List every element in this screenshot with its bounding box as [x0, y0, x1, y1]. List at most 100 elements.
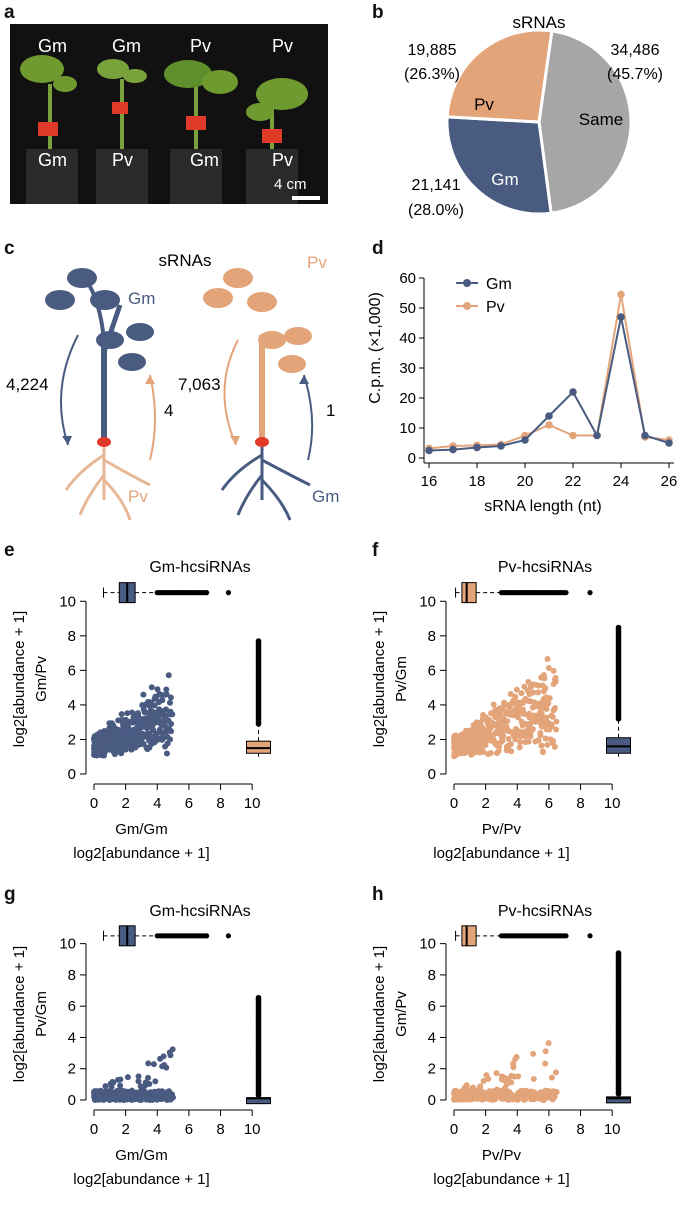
leaf [90, 290, 120, 310]
leaf [284, 327, 312, 345]
scatter-point [469, 729, 476, 736]
scatter-point [158, 1096, 165, 1103]
data-point-pv [617, 290, 625, 299]
y-tick-label: 4 [428, 697, 436, 714]
y-label-group: Gm/Pv [393, 991, 410, 1037]
scatter-point [134, 710, 141, 717]
legend-pv-marker [463, 302, 471, 310]
scatter-point [530, 1075, 537, 1082]
scale-bar-label: 4 cm [274, 176, 307, 193]
y-tick-label: 2 [68, 1061, 76, 1078]
scatter-point [501, 699, 508, 706]
x-label-units: log2[abundance + 1] [433, 1171, 569, 1188]
right-root-label: Gm [312, 487, 339, 506]
scatter-point [545, 700, 552, 707]
box-right-body [606, 1096, 632, 1104]
scatter-point [169, 1046, 176, 1053]
graft-diagram-c: sRNAs Gm Pv 4,224 4 Pv Gm 7, [6, 251, 339, 521]
pie-slice-label-same: Same [579, 110, 623, 129]
graft-clip [262, 129, 282, 143]
scatter-point [466, 1087, 473, 1094]
scatter-point [139, 702, 146, 709]
scatter-point [543, 705, 550, 712]
y-tick-label: 6 [428, 998, 436, 1015]
scatter-point [117, 1082, 124, 1089]
box-top-outlier [587, 933, 593, 939]
scatter-point [163, 750, 170, 757]
scatter-point [480, 714, 487, 721]
scatter-point [165, 717, 172, 724]
scatter-point [460, 731, 467, 738]
scatter-point [508, 748, 515, 755]
leaf [246, 103, 274, 121]
scatter-point [112, 726, 119, 733]
scatter-plot-area: 0 2 4 6 8 10 0 2 4 6 8 10 Pv/Pv log2[abundance + 1] lo… [371, 925, 632, 1188]
scatter-point [525, 678, 532, 685]
photo-illustration: Gm Gm Pv Pv Gm Pv Gm Pv 4 cm [10, 24, 328, 204]
x-tick-label: 0 [90, 795, 98, 812]
y-tick-label: 6 [68, 998, 76, 1015]
scatter-chart-h: 0 2 4 6 8 10 0 2 4 6 8 10 Pv/Pv log2[abundance + 1] lo… [371, 903, 632, 1188]
scatter-point [116, 734, 123, 741]
scatter-point [143, 1096, 150, 1103]
scatter-point [124, 1092, 131, 1099]
scatter-point [143, 725, 150, 732]
scatter-point [503, 743, 510, 750]
y-tick-label: 20 [399, 390, 416, 407]
right-graft-plant [203, 268, 314, 521]
data-point-gm [569, 388, 577, 396]
scatter-chart-e: 0 2 4 6 8 10 0 2 4 6 8 10 Gm/Gm log2[abundance + 1] lo… [11, 559, 272, 862]
scatter-point [510, 732, 517, 739]
line-chart-ylabel: C.p.m. (×1,000) [367, 292, 384, 404]
right-shoot-label: Pv [307, 253, 327, 272]
scatter-point [551, 743, 558, 750]
scatter-point [525, 738, 532, 745]
leaf [53, 76, 77, 92]
graft-clip [112, 102, 128, 114]
scatter-point [154, 686, 161, 693]
scatter-point [508, 1079, 515, 1086]
scatter-point [166, 699, 173, 706]
scatter-point [124, 710, 131, 717]
scatter-point [461, 1096, 468, 1103]
scatter-point [493, 750, 500, 757]
x-tick-label: 8 [576, 795, 584, 812]
data-point-gm [593, 431, 601, 440]
scatter-point [489, 732, 496, 739]
scatter-point [507, 691, 514, 698]
plant-2-stock: Pv [112, 150, 133, 170]
scatter-point [144, 698, 151, 705]
scatter-point [528, 1090, 535, 1097]
left-up-arrowhead [145, 375, 155, 384]
scatter-point [152, 1078, 159, 1085]
box-right-outlier [615, 624, 622, 631]
leaf [45, 290, 75, 310]
scatter-point [551, 676, 558, 683]
leaf [278, 355, 306, 373]
scatter-point [140, 691, 147, 698]
series-line-gm [428, 316, 670, 452]
scatter-point [159, 1089, 166, 1096]
x-label-group: Gm/Gm [115, 1147, 168, 1164]
y-tick-label: 0 [428, 1092, 436, 1109]
scatter-point [523, 730, 530, 737]
box-right-outlier [255, 638, 262, 644]
scatter-point [163, 691, 170, 698]
scatter-point [552, 1069, 559, 1076]
x-label-units: log2[abundance + 1] [433, 845, 569, 862]
scatter-point [157, 735, 164, 742]
leaf [20, 55, 64, 83]
leaf [223, 268, 253, 288]
left-shoot-label: Gm [128, 289, 155, 308]
scatter-point [485, 751, 492, 758]
scatter-point [461, 1085, 468, 1092]
leaf [96, 331, 124, 349]
scatter-point [548, 1074, 555, 1081]
scatter-point [541, 715, 548, 722]
plant-3-stock: Gm [190, 150, 219, 170]
scatter-point [545, 665, 552, 672]
x-tick-label: 10 [244, 795, 261, 812]
data-point-pv [569, 431, 577, 440]
scatter-point [454, 745, 461, 752]
y-tick-label: 2 [428, 1061, 436, 1078]
